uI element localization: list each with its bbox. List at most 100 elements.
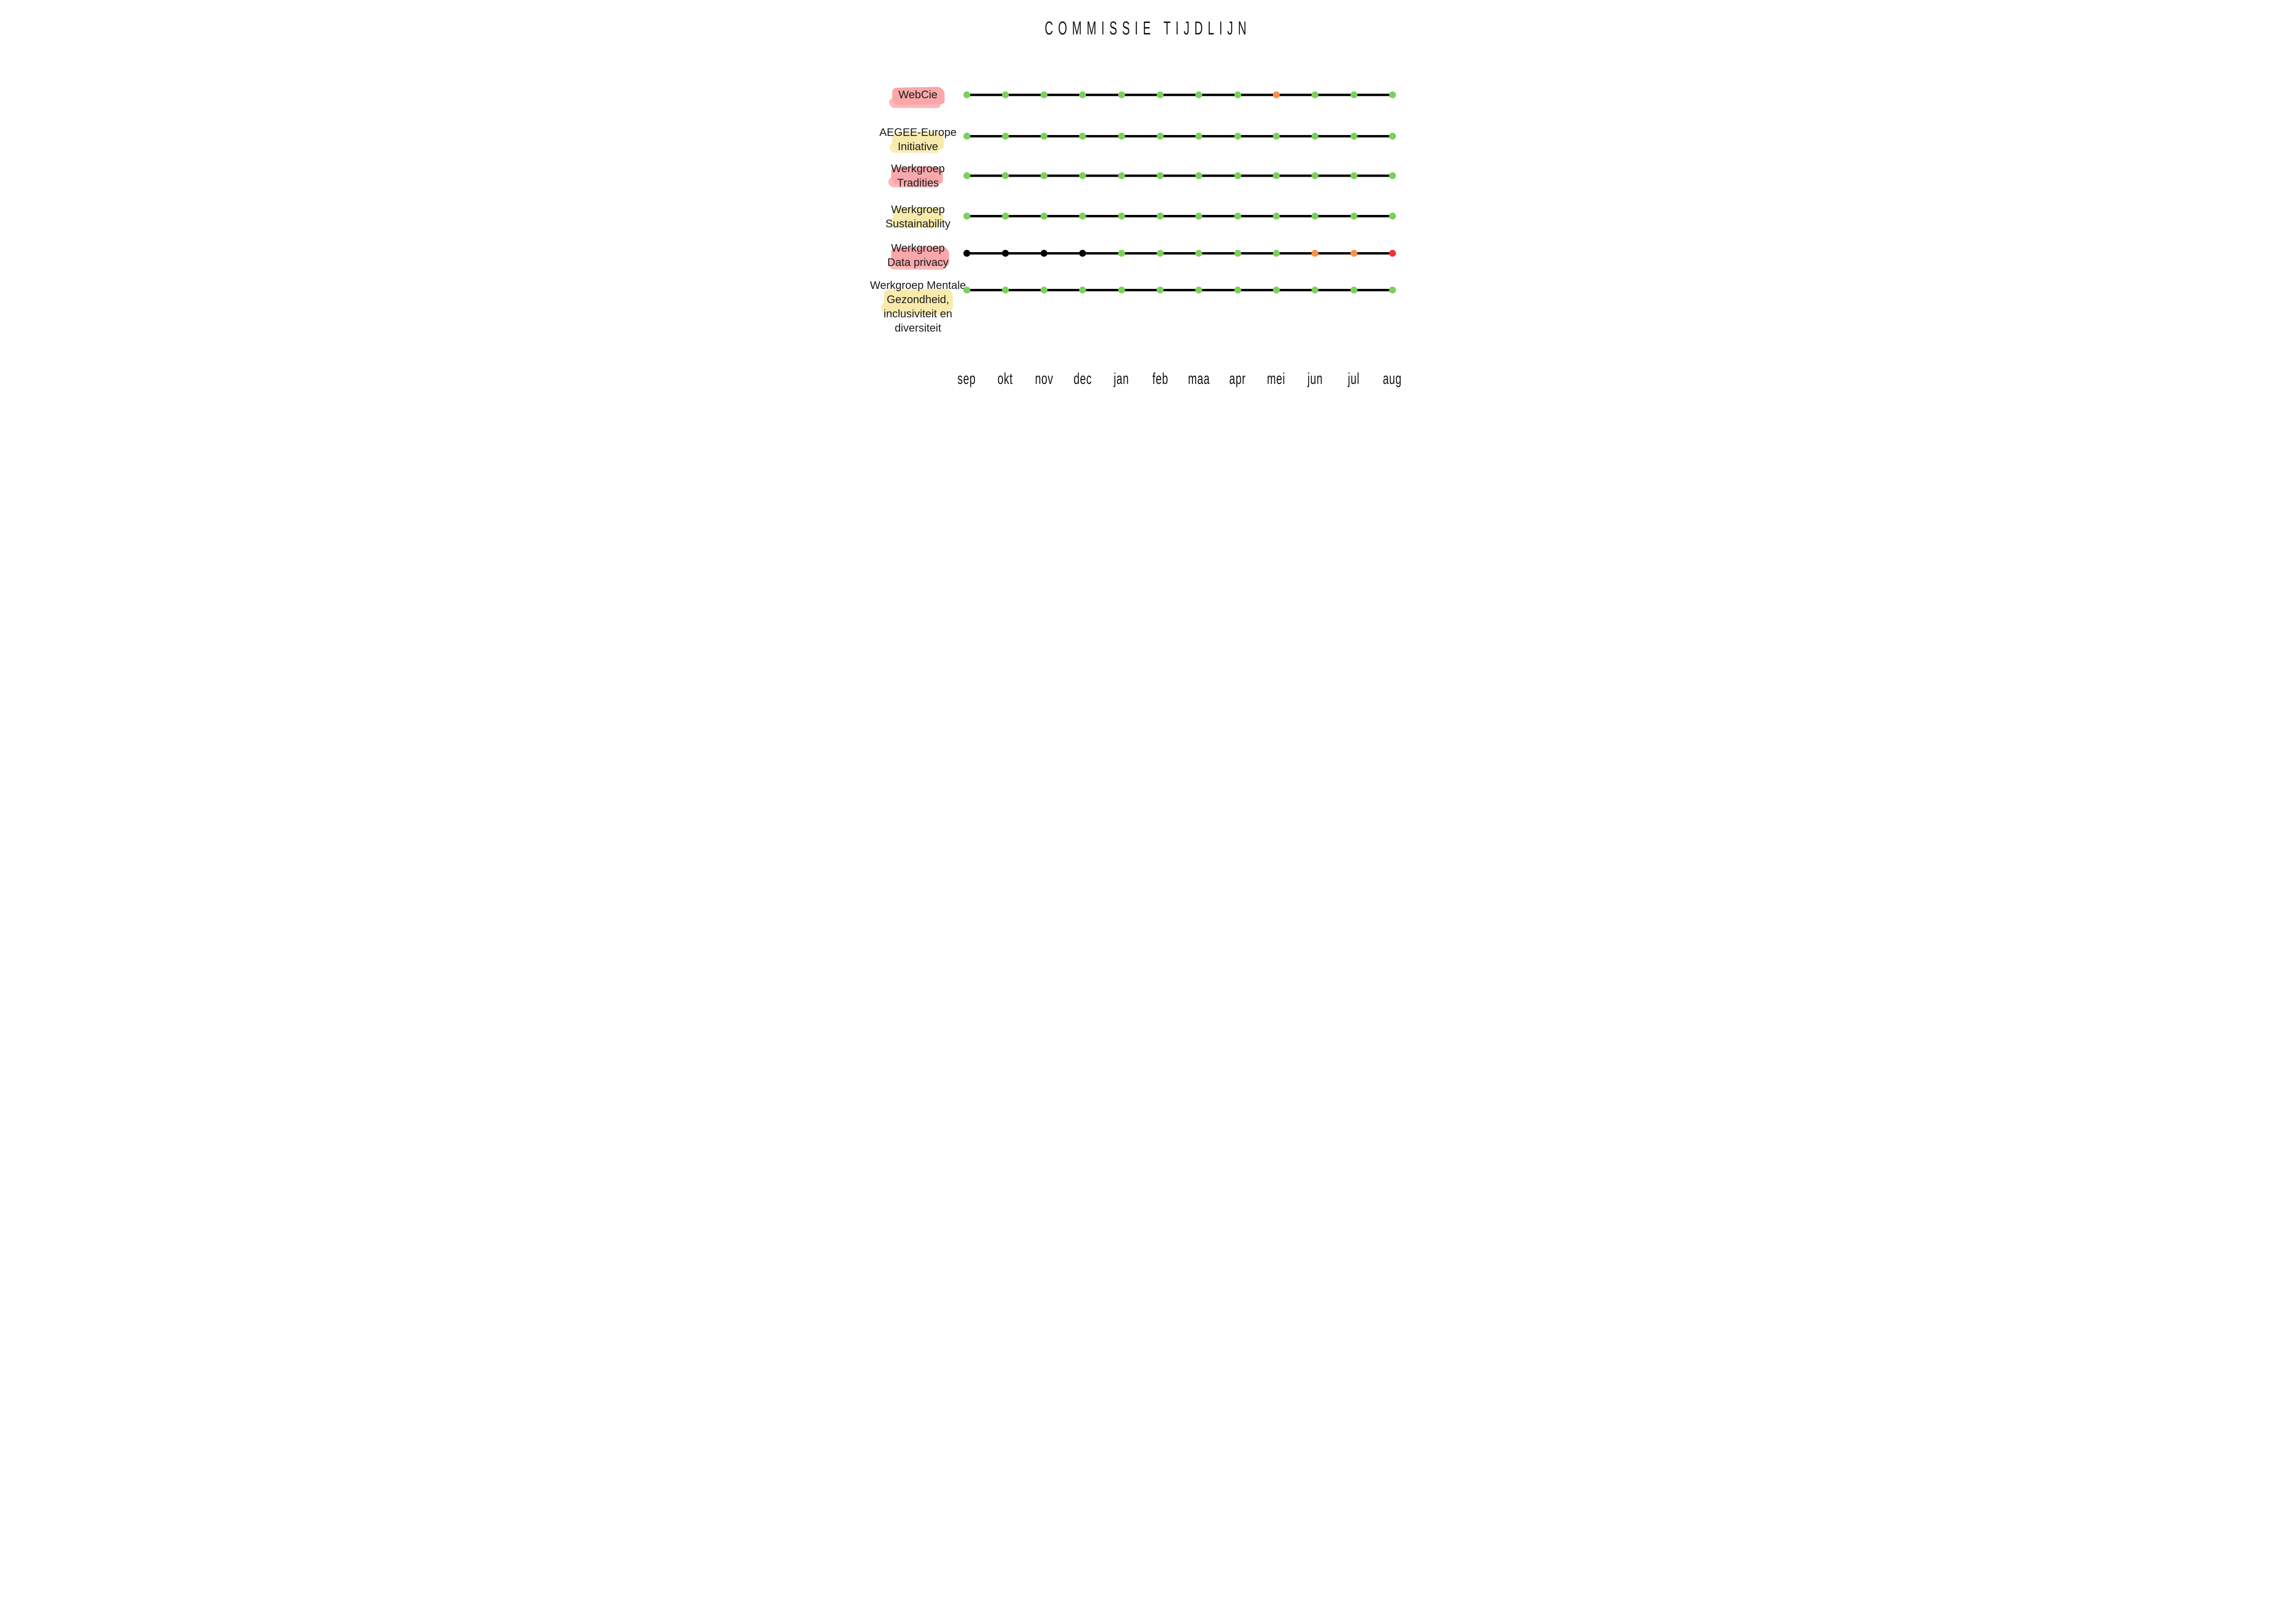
timeline-dot: [1118, 132, 1125, 140]
timeline-dot: [1118, 91, 1125, 98]
timeline-dot: [1118, 172, 1125, 179]
timeline-dot: [1195, 212, 1203, 220]
timeline-dot: [1389, 250, 1396, 257]
row-label-line: Werkgroep: [891, 203, 945, 216]
timeline-dot: [1389, 172, 1396, 179]
timeline-dot: [1041, 172, 1048, 179]
timeline-dot: [1195, 250, 1203, 257]
timeline-dot: [1195, 287, 1203, 293]
timeline-dot: [1272, 91, 1280, 98]
timeline-dot: [1389, 91, 1396, 98]
row-label: Werkgroep Mentale Gezondheid, inclusivitei…: [865, 278, 971, 335]
row-label-line: Sustainability: [885, 218, 951, 230]
month-label: nov: [1035, 370, 1053, 388]
timeline-dot: [1079, 287, 1086, 293]
timeline-dot: [1311, 287, 1319, 293]
timeline-dot: [1002, 287, 1009, 293]
timeline-dot: [1079, 250, 1086, 257]
timeline-dot: [1079, 132, 1086, 140]
timeline-dot: [1041, 212, 1048, 220]
timeline-dot: [963, 250, 970, 257]
month-label: sep: [957, 370, 976, 388]
timeline-dot: [963, 212, 970, 220]
timeline-dot: [1350, 91, 1357, 98]
timeline-dot: [1002, 250, 1009, 257]
month-label: maa: [1187, 370, 1210, 388]
timeline-dot: [1041, 250, 1048, 257]
timeline-dot: [1234, 91, 1241, 98]
timeline-dot: [963, 172, 970, 179]
row-label: WebCie: [865, 88, 971, 102]
timeline-line: [967, 252, 1393, 254]
timeline-dot: [1311, 212, 1319, 220]
row-label-line: AEGEE-Europe: [879, 126, 957, 139]
month-label: mei: [1267, 370, 1286, 388]
timeline-dot: [1311, 132, 1319, 140]
row-label: AEGEE-Europe Initiative: [865, 125, 971, 154]
timeline-dot: [1195, 132, 1203, 140]
row-label-line: WebCie: [898, 88, 938, 101]
row-label: Werkgroep Sustainability: [865, 203, 971, 231]
timeline-dot: [963, 287, 970, 293]
month-label: aug: [1383, 370, 1402, 388]
timeline-dot: [1002, 132, 1009, 140]
row-label-line: Werkgroep: [891, 162, 945, 175]
row-label-line: Werkgroep Mentale: [870, 279, 966, 292]
timeline-dot: [1157, 250, 1164, 257]
timeline-line: [967, 289, 1393, 291]
timeline-dot: [1350, 287, 1357, 293]
timeline-line: [967, 214, 1393, 217]
timeline-dot: [1002, 91, 1009, 98]
timeline-dot: [1079, 212, 1086, 220]
timeline-dot: [1079, 172, 1086, 179]
timeline-dot: [1311, 91, 1319, 98]
timeline-dot: [1002, 172, 1009, 179]
timeline-dot: [1272, 172, 1280, 179]
timeline-dot: [1234, 172, 1241, 179]
timeline-dot: [1234, 132, 1241, 140]
timeline-dot: [1234, 250, 1241, 257]
timeline-dot: [963, 132, 970, 140]
timeline-dot: [1350, 250, 1357, 257]
row-label-line: Werkgroep: [891, 242, 945, 254]
timeline-dot: [1157, 287, 1164, 293]
timeline-dot: [1157, 212, 1164, 220]
timeline-dot: [1311, 250, 1319, 257]
timeline-canvas: COMMISSIE TIJDLIJN WebCie AEGEE-Europe In…: [861, 0, 1435, 406]
month-label: jul: [1348, 370, 1360, 388]
row-label-line: Tradities: [897, 176, 939, 189]
month-label: dec: [1073, 370, 1092, 388]
month-label: okt: [997, 370, 1013, 388]
timeline-dot: [1195, 91, 1203, 98]
row-label-line: Initiative: [897, 141, 939, 153]
row-label: Werkgroep Tradities: [865, 162, 971, 190]
timeline-dot: [1157, 91, 1164, 98]
timeline-dot: [1389, 212, 1396, 220]
page-title: COMMISSIE TIJDLIJN: [1045, 17, 1251, 39]
timeline-dot: [1272, 287, 1280, 293]
timeline-dot: [1157, 132, 1164, 140]
timeline-dot: [963, 91, 970, 98]
timeline-line: [967, 175, 1393, 177]
timeline-dot: [1350, 212, 1357, 220]
row-label: Werkgroep Data privacy: [865, 241, 971, 270]
timeline-dot: [1195, 172, 1203, 179]
row-label-line: Gezondheid,: [886, 293, 950, 306]
timeline-dot: [1272, 250, 1280, 257]
timeline-line: [967, 135, 1393, 137]
timeline-dot: [1041, 91, 1048, 98]
timeline-dot: [1079, 91, 1086, 98]
month-label: jan: [1114, 370, 1129, 388]
timeline-dot: [1234, 287, 1241, 293]
row-label-line: Data privacy: [887, 256, 949, 269]
month-label: feb: [1152, 370, 1168, 388]
timeline-dot: [1041, 287, 1048, 293]
timeline-dot: [1157, 172, 1164, 179]
row-label-line: inclusiviteit en: [884, 307, 952, 320]
row-label-line: diversiteit: [895, 321, 941, 334]
timeline-dot: [1118, 287, 1125, 293]
timeline-dot: [1350, 172, 1357, 179]
timeline-line: [967, 93, 1393, 96]
month-label: apr: [1229, 370, 1246, 388]
timeline-dot: [1350, 132, 1357, 140]
